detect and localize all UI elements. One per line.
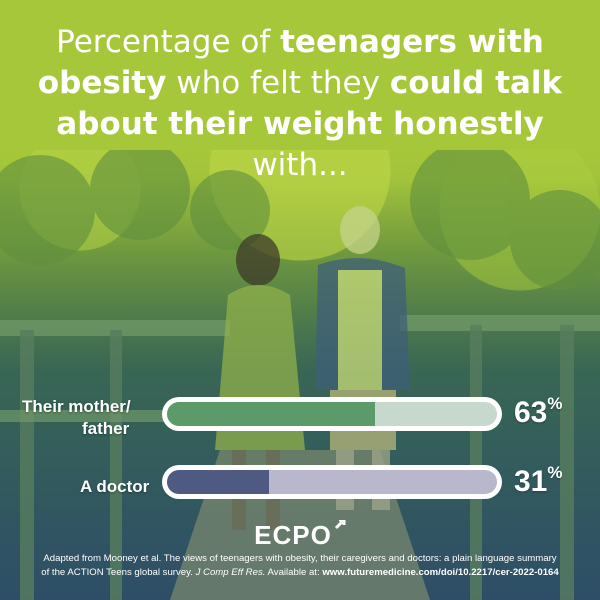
value-label-mother-father: 63% bbox=[514, 394, 563, 430]
background-photo bbox=[0, 140, 600, 600]
ecpo-logo: ECPO bbox=[0, 518, 600, 551]
row-label-mother-father: Their mother/ father bbox=[22, 396, 131, 440]
title-part-5: with... bbox=[252, 147, 348, 183]
logo-text: ECPO bbox=[254, 520, 332, 550]
citation-footer: Adapted from Mooney et al. The views of … bbox=[8, 552, 592, 580]
citation-line-1: Adapted from Mooney et al. The views of … bbox=[43, 553, 557, 564]
value-number: 31 bbox=[514, 465, 548, 498]
page-title: Percentage of teenagers with obesity who… bbox=[20, 22, 580, 186]
bar-fill-mother-father bbox=[167, 402, 375, 426]
title-part-3: who felt they bbox=[166, 65, 390, 101]
title-part-1: Percentage of bbox=[56, 24, 281, 60]
value-unit: % bbox=[547, 394, 563, 413]
row-label-doctor: A doctor bbox=[80, 477, 150, 496]
bar-mother-father bbox=[162, 397, 502, 431]
row-label-line-1: Their mother/ bbox=[22, 397, 131, 416]
row-label-line-2: father bbox=[82, 419, 130, 438]
citation-url-link[interactable]: www.futuremedicine.com/doi/10.2217/cer-2… bbox=[322, 567, 559, 578]
citation-available: Available at: bbox=[265, 567, 323, 578]
bar-fill-doctor bbox=[167, 470, 270, 494]
citation-journal: J Comp Eff Res. bbox=[195, 567, 266, 578]
value-number: 63 bbox=[514, 396, 548, 429]
value-label-doctor: 31% bbox=[514, 463, 563, 499]
citation-line-2: of the ACTION Teens global survey. J Com… bbox=[8, 566, 592, 580]
male-symbol-icon bbox=[334, 518, 346, 530]
bar-track bbox=[167, 402, 497, 426]
title-part-2: teenagers with obesity bbox=[37, 24, 544, 101]
bar-doctor bbox=[162, 465, 502, 499]
bar-track bbox=[167, 470, 497, 494]
citation-line-2a: of the ACTION Teens global survey. bbox=[41, 567, 196, 578]
title-part-4: could talk about their weight honestly bbox=[56, 65, 563, 142]
value-unit: % bbox=[547, 463, 563, 482]
